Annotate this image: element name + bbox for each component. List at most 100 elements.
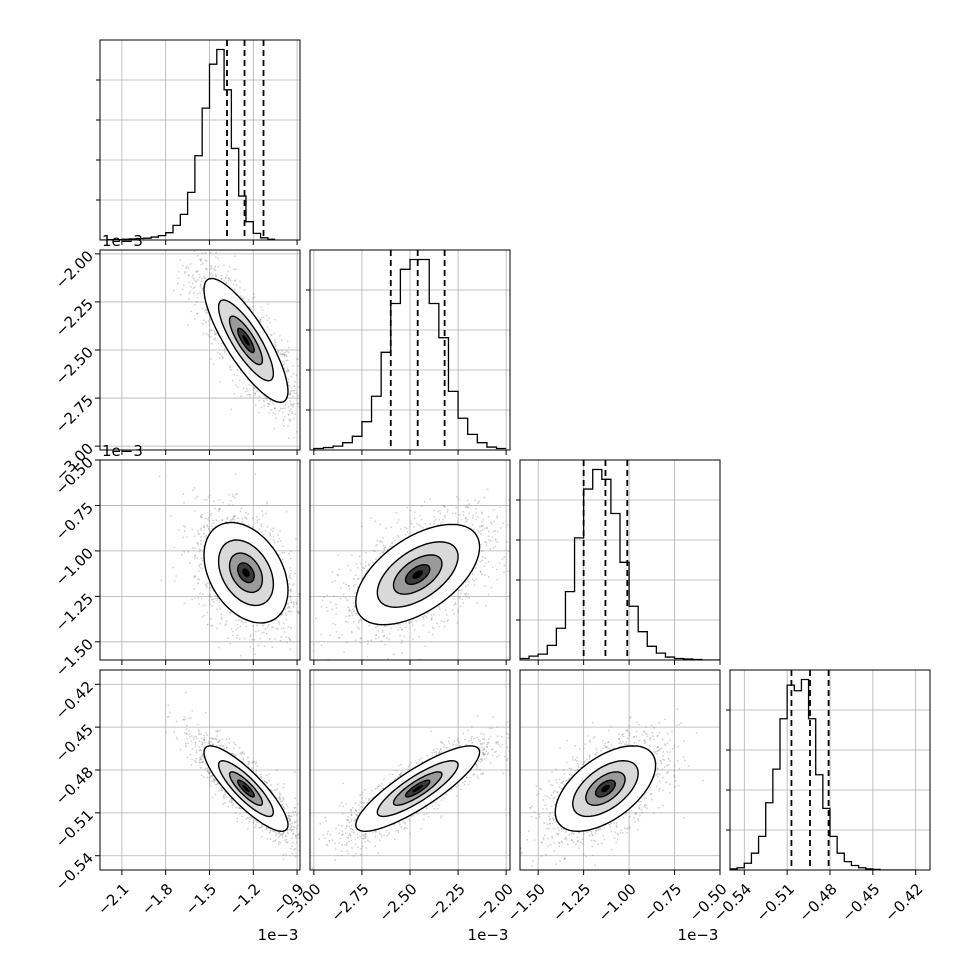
sample-point: [338, 568, 341, 571]
sample-point: [204, 312, 207, 314]
sample-point: [274, 318, 277, 321]
sample-point: [256, 521, 259, 524]
sample-point: [285, 350, 288, 352]
sample-point: [198, 565, 200, 568]
sample-point: [216, 608, 219, 611]
sample-point: [204, 583, 207, 586]
sample-point: [458, 596, 461, 598]
sample-point: [212, 601, 215, 604]
sample-point: [194, 247, 196, 249]
sample-point: [410, 621, 413, 623]
sample-point: [210, 512, 213, 515]
sample-point: [226, 518, 228, 520]
sample-point: [290, 403, 293, 406]
sample-point: [171, 245, 173, 247]
sample-point: [375, 634, 378, 636]
sample-point: [481, 529, 484, 531]
sample-point: [281, 613, 284, 616]
sample-point: [348, 615, 350, 617]
sample-point: [263, 316, 265, 319]
sample-point: [238, 379, 241, 382]
sample-point: [472, 514, 475, 517]
sample-point: [305, 558, 307, 560]
sample-point: [182, 493, 185, 495]
sample-point: [215, 256, 217, 259]
sample-point: [259, 320, 262, 323]
sample-point: [276, 350, 279, 352]
sample-point: [292, 403, 295, 406]
sample-point: [390, 526, 393, 529]
sample-point: [321, 440, 323, 442]
sample-point: [198, 533, 200, 536]
sample-point: [198, 273, 201, 276]
sample-point: [289, 566, 292, 569]
sample-point: [202, 593, 204, 595]
sample-point: [436, 622, 439, 625]
sample-point: [184, 272, 186, 274]
sample-point: [197, 270, 199, 273]
sample-point: [228, 365, 231, 368]
sample-point: [267, 402, 270, 405]
sample-point: [355, 613, 358, 615]
sample-point: [232, 283, 235, 286]
sample-point: [244, 390, 247, 393]
sample-point: [270, 409, 273, 411]
sample-point: [317, 614, 319, 616]
sample-point: [480, 550, 483, 552]
sample-point: [211, 598, 213, 601]
sample-point: [261, 308, 264, 311]
sample-point: [290, 577, 292, 580]
sample-point: [229, 611, 232, 614]
sample-point: [183, 530, 186, 533]
sample-point: [485, 562, 488, 564]
sample-point: [292, 365, 294, 367]
sample-point: [208, 335, 211, 338]
sample-point: [269, 532, 271, 535]
sample-point: [438, 509, 441, 512]
sample-point: [272, 403, 275, 406]
sample-point: [426, 612, 429, 615]
sample-point: [412, 638, 414, 640]
sample-point: [195, 301, 198, 303]
sample-point: [253, 386, 255, 389]
sample-point: [264, 397, 267, 400]
sample-point: [207, 496, 210, 499]
panel-2-1: [309, 459, 511, 665]
sample-point: [198, 276, 201, 279]
sample-point: [421, 616, 424, 618]
sample-point: [208, 324, 211, 326]
sample-point: [201, 567, 204, 570]
sample-point: [326, 594, 328, 597]
sample-point: [320, 644, 323, 647]
sample-point: [296, 402, 299, 405]
sample-point: [302, 387, 304, 389]
sample-point: [218, 646, 220, 649]
sample-point: [252, 293, 255, 295]
sample-point: [347, 610, 350, 613]
sample-point: [237, 619, 240, 622]
sample-point: [307, 400, 309, 402]
sample-point: [229, 366, 232, 369]
sample-point: [196, 296, 199, 299]
sample-point: [262, 625, 264, 627]
sample-point: [444, 514, 446, 517]
sample-point: [383, 634, 386, 637]
sample-point: [458, 589, 460, 592]
sample-point: [457, 609, 460, 611]
sample-point: [208, 582, 211, 585]
sample-point: [258, 411, 260, 414]
sample-point: [305, 591, 307, 593]
sample-point: [471, 573, 474, 575]
sample-point: [193, 291, 195, 294]
sample-point: [287, 437, 290, 440]
sample-point: [468, 596, 471, 599]
sample-point: [279, 335, 281, 337]
sample-point: [251, 517, 254, 520]
sample-point: [283, 353, 286, 356]
sample-point: [422, 618, 425, 621]
sample-point: [288, 392, 291, 395]
sample-point: [263, 400, 266, 403]
sample-point: [200, 260, 203, 262]
sample-point: [269, 400, 272, 403]
